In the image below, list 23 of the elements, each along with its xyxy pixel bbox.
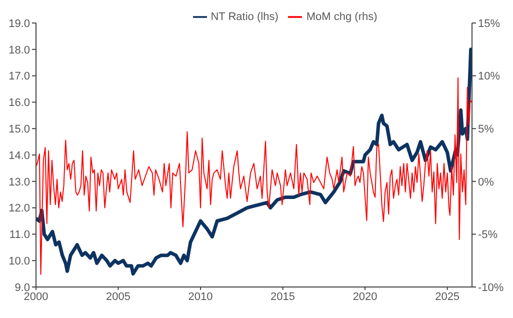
y2-tick-label: 5% bbox=[478, 124, 494, 136]
y2-tick-label: -5% bbox=[478, 229, 498, 242]
x-tick-label: 2015 bbox=[270, 290, 296, 303]
y-tick-label: 16.0 bbox=[8, 97, 30, 110]
y-tick-label: 17.0 bbox=[8, 70, 30, 83]
x-tick-label: 2025 bbox=[435, 290, 460, 303]
legend-label: MoM chg (rhs) bbox=[306, 10, 378, 23]
y-tick-label: 11.0 bbox=[9, 229, 30, 242]
y-tick-label: 15.0 bbox=[8, 124, 30, 136]
y-tick-label: 12.0 bbox=[8, 202, 30, 215]
y2-tick-label: 10% bbox=[478, 70, 500, 83]
x-tick-label: 2005 bbox=[106, 290, 131, 303]
y2-tick-label: -10% bbox=[478, 282, 504, 294]
y-tick-label: 18.0 bbox=[8, 44, 30, 56]
y-tick-label: 10.0 bbox=[8, 256, 30, 268]
y-tick-label: 14.0 bbox=[8, 150, 30, 162]
x-tick-label: 2010 bbox=[188, 290, 213, 303]
legend-label: NT Ratio (lhs) bbox=[210, 10, 278, 23]
y-tick-label: 13.0 bbox=[8, 176, 30, 188]
y-tick-label: 19.0 bbox=[8, 18, 30, 30]
y2-tick-label: 15% bbox=[478, 18, 500, 30]
y2-tick-label: 0% bbox=[478, 176, 494, 188]
x-tick-label: 2020 bbox=[352, 290, 378, 303]
